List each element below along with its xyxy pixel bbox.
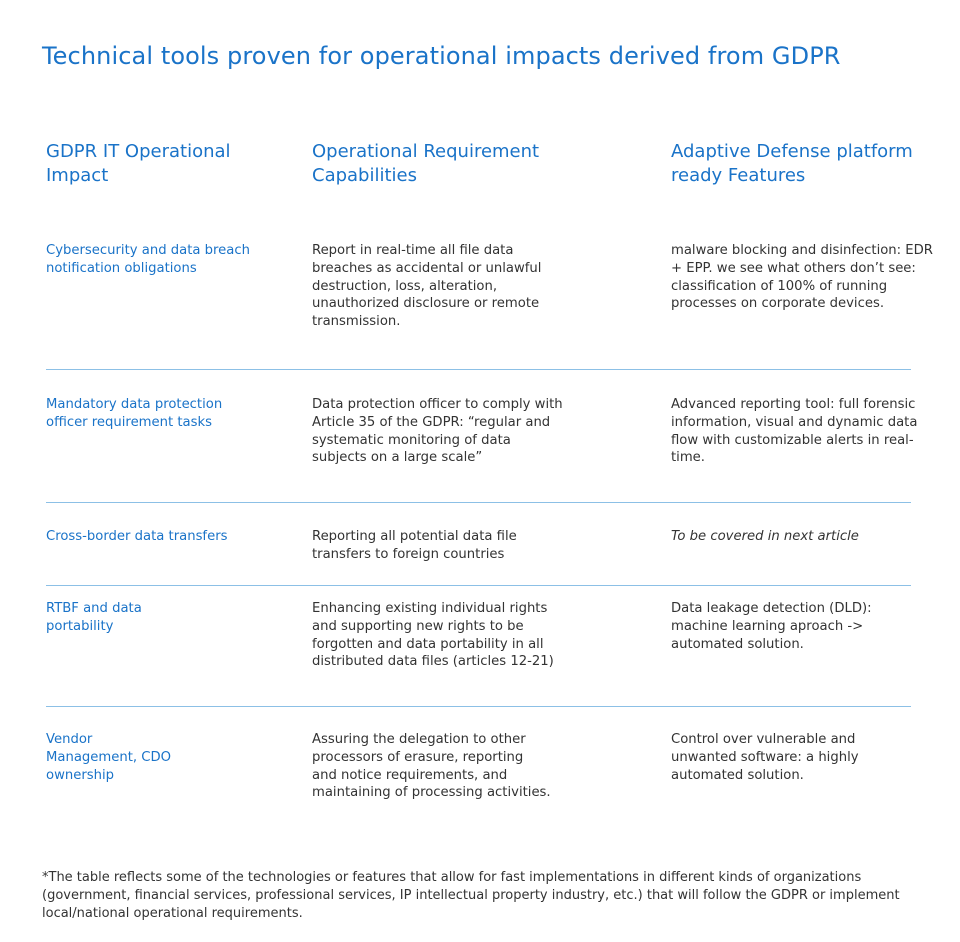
row-divider bbox=[46, 585, 911, 586]
row-4-feature: Data leakage detection (DLD): machine le… bbox=[671, 601, 872, 652]
row-4-requirement: Enhancing existing individual rights and… bbox=[312, 601, 554, 670]
row-1-feature: malware blocking and disinfection: EDR +… bbox=[671, 243, 933, 312]
row-2-impact: Mandatory data protection officer requir… bbox=[46, 397, 223, 430]
row-4-impact: RTBF and data portability bbox=[46, 601, 142, 634]
header-gdpr-impact: GDPR IT Operational Impact bbox=[46, 141, 231, 186]
row-3-requirement: Reporting all potential data file transf… bbox=[312, 529, 517, 562]
row-5-requirement: Assuring the delegation to other process… bbox=[312, 732, 551, 801]
row-3-impact: Cross-border data transfers bbox=[46, 529, 228, 544]
row-5-impact: Vendor Management, CDO ownership bbox=[46, 732, 171, 783]
header-operational-requirements: Operational Requirement Capabilities bbox=[312, 141, 540, 186]
page-title: Technical tools proven for operational i… bbox=[42, 42, 841, 70]
header-adaptive-defense-features: Adaptive Defense platform ready Features bbox=[671, 141, 913, 186]
row-2-requirement: Data protection officer to comply with A… bbox=[312, 397, 563, 466]
footnote: *The table reflects some of the technolo… bbox=[42, 870, 900, 921]
row-divider bbox=[46, 369, 911, 370]
row-3-feature: To be covered in next article bbox=[671, 529, 859, 544]
row-2-feature: Advanced reporting tool: full forensic i… bbox=[671, 397, 918, 466]
row-1-requirement: Report in real-time all file data breach… bbox=[312, 243, 542, 330]
row-1-impact: Cybersecurity and data breach notificati… bbox=[46, 243, 250, 276]
row-divider bbox=[46, 502, 911, 503]
row-5-feature: Control over vulnerable and unwanted sof… bbox=[671, 732, 859, 783]
row-divider bbox=[46, 706, 911, 707]
